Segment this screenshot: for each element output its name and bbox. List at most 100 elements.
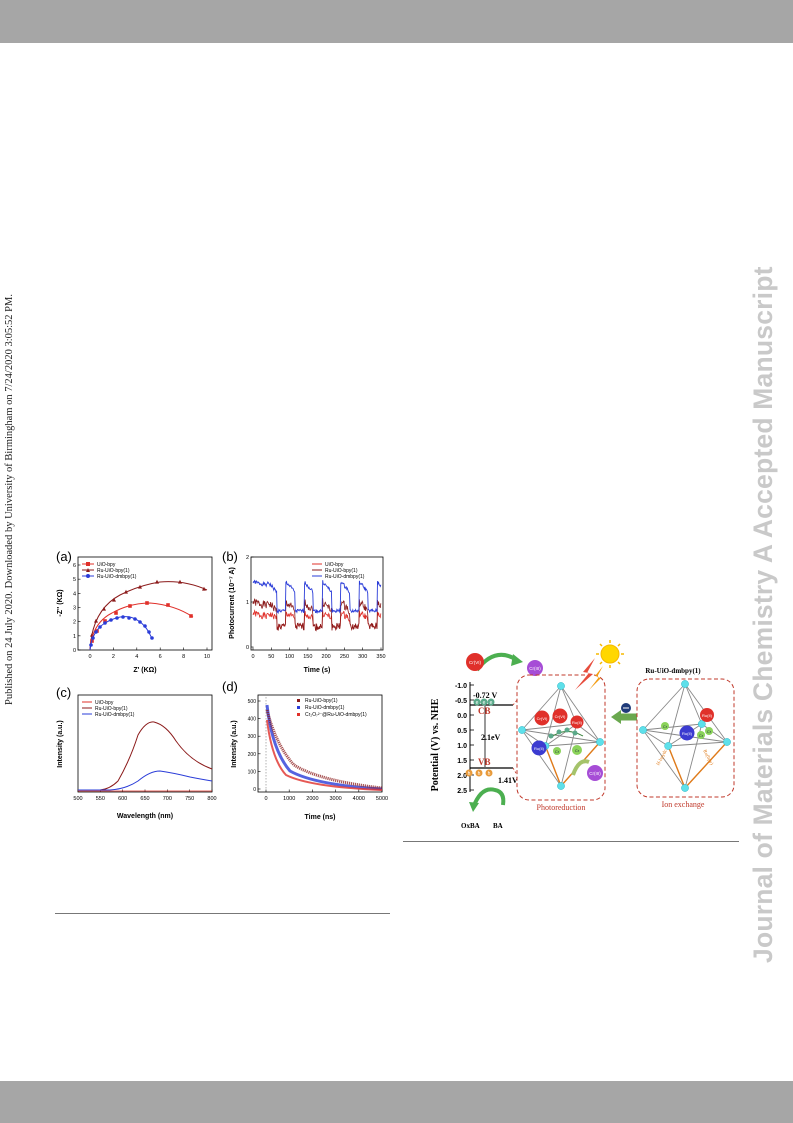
svg-text:Cr(III): Cr(III) bbox=[589, 771, 601, 776]
ion-exchange-ions: Ru(II) Ru(II) Cr Cr Cr bbox=[661, 708, 714, 741]
panel-a-markers-ru-uio-bpy bbox=[90, 579, 206, 637]
svg-text:Cr: Cr bbox=[699, 733, 704, 738]
panel-d-decay-ru-uio-bpy bbox=[265, 709, 383, 790]
potential-tick-label: 0.0 bbox=[457, 713, 467, 720]
panel-b: (b) 0 50 100 150 200 250 300 350 0 1 2 Time (s) P… bbox=[222, 549, 386, 674]
right-figure-divider bbox=[403, 841, 739, 842]
panel-a-frame bbox=[77, 556, 213, 651]
panel-d-legend-3: Cr₂O₇²⁻@Ru-UiO-dmbpy(1) bbox=[305, 712, 367, 718]
potential-tick-label: 1.0 bbox=[457, 743, 467, 750]
svg-text:h: h bbox=[488, 771, 491, 777]
potential-axis-label: Potential (V) vs. NHE bbox=[430, 698, 441, 791]
svg-text:h: h bbox=[478, 771, 481, 777]
cr3-release-arrow bbox=[571, 759, 590, 776]
panel-d-xlabel: Time (ns) bbox=[305, 814, 336, 821]
panel-a-xticks: 0 2 4 6 8 10 bbox=[88, 647, 210, 660]
panel-b-frame bbox=[250, 556, 384, 651]
vb-potential: 1.41V bbox=[498, 776, 518, 785]
tick-label: 10 bbox=[204, 654, 210, 660]
svg-text:Ru(II): Ru(II) bbox=[682, 731, 693, 736]
tick-label: 6 bbox=[73, 563, 76, 569]
tick-label: 2 bbox=[112, 654, 115, 660]
tick-label: 400 bbox=[248, 717, 257, 723]
panel-a-label: (a) bbox=[56, 549, 72, 564]
svg-text:Ru(II): Ru(II) bbox=[534, 746, 545, 751]
tick-label: 0 bbox=[73, 648, 76, 654]
panel-d-legend-2: Ru-UiO-dmbpy(1) bbox=[305, 705, 345, 711]
tick-label: 2 bbox=[73, 620, 76, 626]
tick-label: 650 bbox=[140, 796, 149, 802]
ion-exchange-label: Ion exchange bbox=[662, 800, 705, 809]
panel-b-legend-1: UiO-bpy bbox=[325, 562, 344, 568]
cr6-ion-top bbox=[466, 653, 484, 671]
potential-tick-label: 2.0 bbox=[457, 773, 467, 780]
journal-watermark: Journal of Materials Chemistry A Accepte… bbox=[748, 266, 778, 963]
panel-a-xlabel: Z' (KΩ) bbox=[133, 667, 156, 674]
potential-tick-label: -1.0 bbox=[455, 683, 467, 690]
publication-notice: Published on 24 July 2020. Downloaded by… bbox=[4, 294, 15, 705]
svg-text:h: h bbox=[468, 771, 471, 777]
tick-label: 150 bbox=[303, 654, 312, 660]
panel-b-xlabel: Time (s) bbox=[304, 667, 331, 674]
tick-label: 4000 bbox=[353, 796, 365, 802]
panel-d-decay-cr-ru-uio-dmbpy bbox=[266, 719, 383, 791]
svg-text:Cr: Cr bbox=[575, 748, 580, 753]
potential-tick-label: 0.5 bbox=[457, 728, 467, 735]
panel-c-legend: UiO-bpy Ru-UiO-bpy(1) Ru-UiO-dmbpy(1) bbox=[82, 700, 135, 718]
tick-label: 3 bbox=[73, 606, 76, 612]
panel-d-legend-1: Ru-UiO-bpy(1) bbox=[305, 698, 338, 704]
panel-a-curve-ru-uio-dmbpy bbox=[89, 616, 153, 651]
scheme-box-title: Ru-UiO-dmbpy(1) bbox=[645, 667, 701, 675]
tick-label: 8 bbox=[182, 654, 185, 660]
svg-text:Cr(III): Cr(III) bbox=[529, 666, 541, 671]
panel-a-legend-3: Ru-UiO-dmbpy(1) bbox=[97, 574, 137, 580]
tick-label: 1 bbox=[73, 634, 76, 640]
ion-exchange-arrowhead bbox=[611, 710, 621, 724]
tick-label: 6 bbox=[159, 654, 162, 660]
panel-b-label: (b) bbox=[222, 549, 238, 564]
header-band bbox=[0, 0, 793, 43]
tick-label: 500 bbox=[248, 699, 257, 705]
panel-d-legend: Ru-UiO-bpy(1) Ru-UiO-dmbpy(1) Cr₂O₇²⁻@Ru… bbox=[297, 698, 367, 718]
photoreduction-box bbox=[516, 674, 606, 801]
panel-d-frame bbox=[257, 694, 383, 793]
tick-label: 5000 bbox=[376, 796, 388, 802]
panel-d-yticks: 0 100 200 300 400 500 bbox=[248, 699, 261, 793]
tick-label: 250 bbox=[340, 654, 349, 660]
tick-label: 550 bbox=[96, 796, 105, 802]
tick-label: 100 bbox=[285, 654, 294, 660]
panel-d-ylabel: Intensity (a.u.) bbox=[231, 720, 238, 767]
potential-tick-label: -0.5 bbox=[455, 698, 467, 705]
panel-a-ylabel: -Z'' (KΩ) bbox=[57, 589, 64, 616]
reduction-arrowhead bbox=[511, 654, 523, 666]
tick-label: 200 bbox=[322, 654, 331, 660]
panel-d: (d) 0 1000 2000 3000 4000 5000 0 100 200 300 400 5… bbox=[222, 679, 388, 821]
potential-axis-ticks: -1.0 -0.5 0.0 0.5 1.0 1.5 2.0 2.5 bbox=[455, 683, 474, 795]
tick-label: 500 bbox=[73, 796, 82, 802]
panel-c: (c) 500 550 600 650 700 750 800 Wavelength (nm… bbox=[56, 685, 217, 820]
tick-label: 0 bbox=[253, 787, 256, 793]
tick-label: 800 bbox=[207, 796, 216, 802]
tick-label: 100 bbox=[248, 769, 257, 775]
svg-text:Cr(VI): Cr(VI) bbox=[469, 660, 481, 665]
tick-label: 1000 bbox=[283, 796, 295, 802]
ion-exchange-box bbox=[636, 678, 735, 798]
panel-a-markers-ru-uio-dmbpy bbox=[89, 615, 154, 647]
panel-d-label: (d) bbox=[222, 679, 238, 694]
oxidation-arrow bbox=[471, 787, 506, 809]
panel-b-ylabel: Photocurrent (10⁻⁷ A) bbox=[229, 567, 236, 639]
svg-text:Cr: Cr bbox=[663, 724, 668, 729]
tick-label: 2000 bbox=[306, 796, 318, 802]
tick-label: 0 bbox=[251, 654, 254, 660]
tick-label: 50 bbox=[268, 654, 274, 660]
panel-c-legend-2: Ru-UiO-bpy(1) bbox=[95, 706, 128, 712]
potential-tick-label: 1.5 bbox=[457, 758, 467, 765]
tick-label: 300 bbox=[358, 654, 367, 660]
tick-label: 0 bbox=[246, 645, 249, 651]
tick-label: 4 bbox=[135, 654, 138, 660]
cr3-ion-top bbox=[527, 660, 543, 676]
panel-d-decay-ru-uio-dmbpy bbox=[265, 704, 383, 791]
cage-electrons bbox=[548, 727, 578, 739]
panel-b-xticks: 0 50 100 150 200 250 300 350 bbox=[251, 647, 386, 660]
photoreduction-label: Photoreduction bbox=[537, 803, 586, 812]
